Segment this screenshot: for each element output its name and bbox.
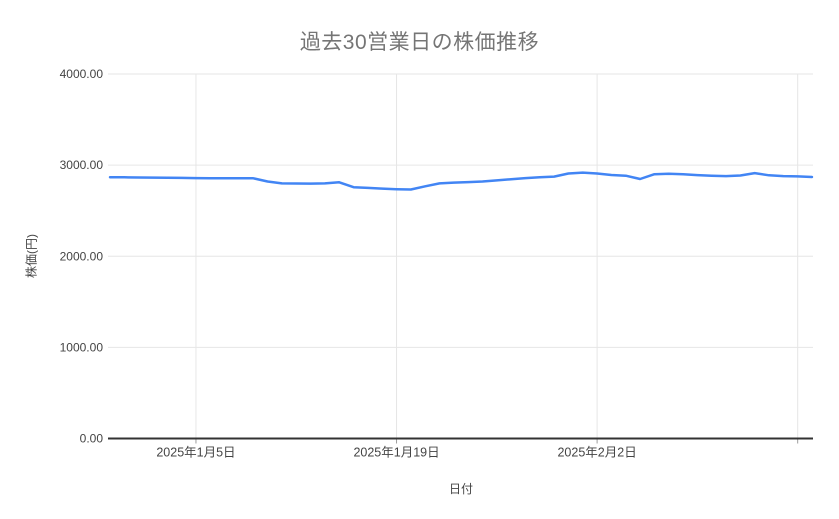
x-tick-label: 2025年2月2日 (557, 446, 636, 460)
chart-title: 過去30営業日の株価推移 (299, 31, 540, 54)
series-line-stock-price (108, 171, 814, 191)
x-tick-label: 2025年1月19日 (353, 446, 439, 460)
x-tick-label: 2025年1月5日 (156, 446, 235, 460)
y-tick-label: 1000.00 (60, 340, 104, 354)
y-axis-title: 株価(円) (24, 234, 39, 278)
x-axis-title: 日付 (448, 482, 474, 496)
y-tick-label: 0.00 (80, 432, 104, 446)
y-tick-label: 4000.00 (60, 67, 104, 81)
y-tick-label: 3000.00 (60, 158, 104, 172)
y-tick-label: 2000.00 (60, 249, 104, 263)
